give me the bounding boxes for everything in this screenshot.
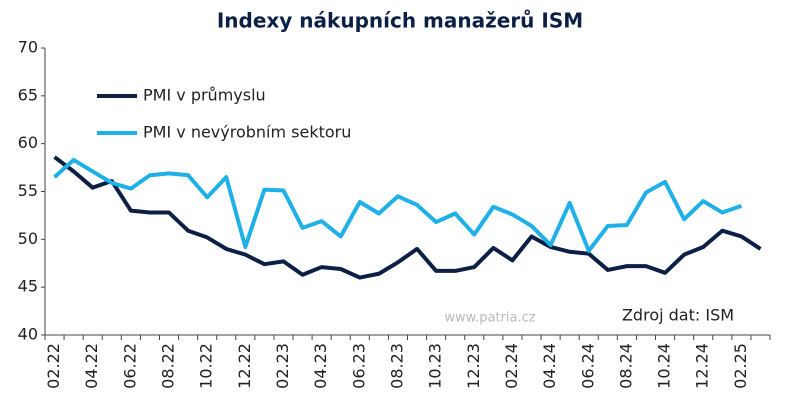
x-tick-label: 02.23 (273, 343, 292, 389)
y-tick-label: 50 (18, 229, 38, 248)
x-tick-label: 06.23 (349, 343, 368, 389)
x-tick-label: 04.23 (311, 343, 330, 389)
x-tick-label: 10.24 (655, 343, 674, 389)
x-tick-label: 06.24 (578, 343, 597, 389)
x-tick-label: 06.22 (120, 343, 139, 389)
x-tick-label: 12.23 (464, 343, 483, 389)
series-line (53, 157, 743, 253)
watermark: www.patria.cz (444, 311, 535, 326)
legend-label: PMI v nevýrobním sektoru (143, 123, 351, 142)
x-tick-label: 12.24 (693, 343, 712, 389)
x-tick-label: 02.24 (502, 343, 521, 389)
x-tick-label: 08.24 (616, 343, 635, 389)
x-tick-label: 08.23 (387, 343, 406, 389)
source-note: Zdroj dat: ISM (622, 306, 734, 325)
x-tick-label: 02.25 (731, 343, 750, 389)
x-tick-label: 02.22 (44, 343, 63, 389)
y-tick-label: 60 (18, 133, 38, 152)
x-tick-label: 12.22 (235, 343, 254, 389)
x-tick-label: 04.22 (82, 343, 101, 389)
x-tick-label: 04.24 (540, 343, 559, 389)
y-tick-label: 55 (18, 181, 38, 200)
x-tick-label: 08.22 (159, 343, 178, 389)
chart-title: Indexy nákupních manažerů ISM (217, 9, 583, 33)
series-line (53, 155, 762, 280)
x-tick-label: 10.22 (197, 343, 216, 389)
y-tick-label: 70 (18, 38, 38, 57)
y-tick-label: 40 (18, 325, 38, 344)
y-tick-label: 65 (18, 85, 38, 104)
x-tick-label: 10.23 (426, 343, 445, 389)
legend-label: PMI v průmyslu (143, 86, 266, 105)
y-tick-label: 45 (18, 277, 38, 296)
